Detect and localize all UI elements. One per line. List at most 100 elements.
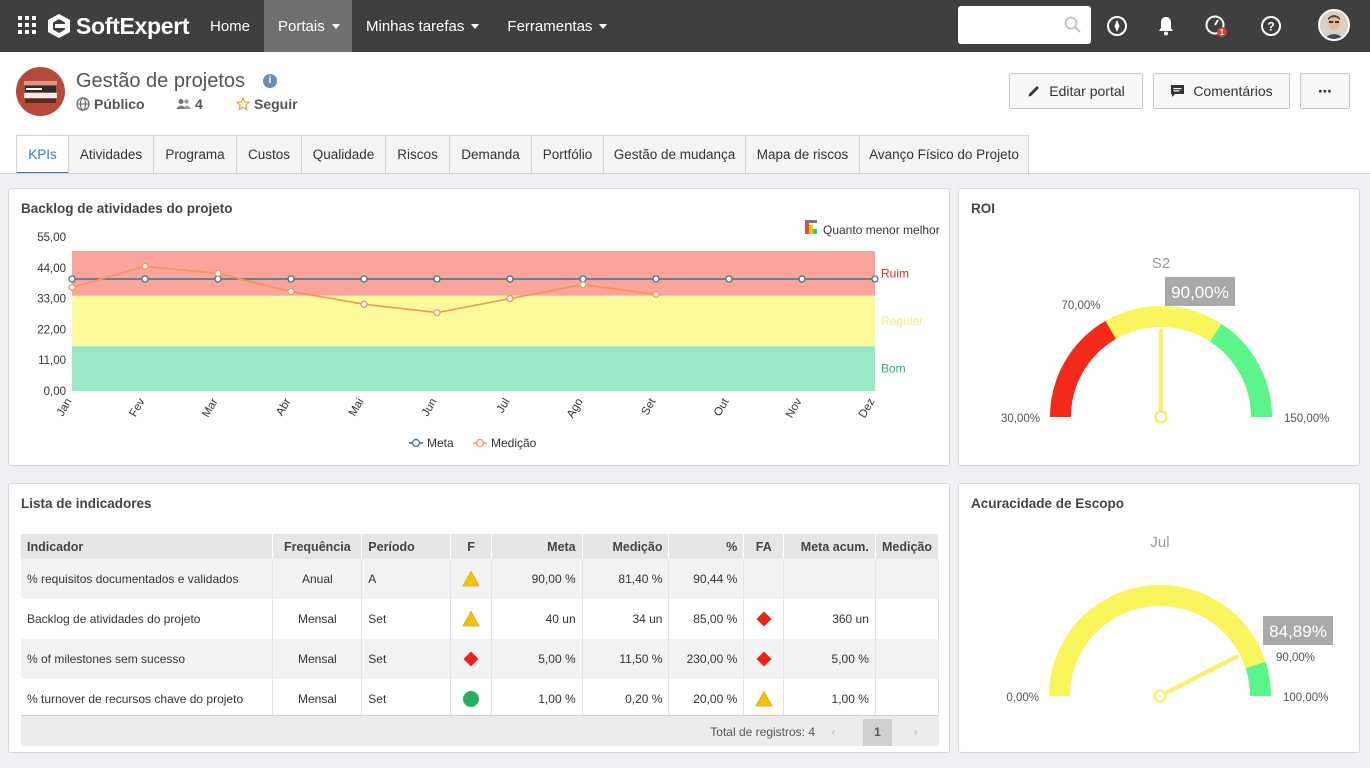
help-icon[interactable]: ?: [1259, 14, 1283, 38]
top-bar: SoftExpert Home Portais Minhas tarefas F…: [0, 0, 1370, 52]
tab-gestao-de-mudanca[interactable]: Gestão de mudança: [604, 135, 746, 174]
gauge-pivot: [1153, 689, 1167, 703]
gauge-period-label: Jul: [1150, 534, 1169, 551]
tab-portfolio[interactable]: Portfólio: [532, 135, 604, 174]
edit-portal-label: Editar portal: [1049, 83, 1125, 99]
svg-text:?: ?: [1267, 20, 1274, 34]
tab-atividades[interactable]: Atividades: [69, 135, 154, 174]
bell-icon[interactable]: [1154, 14, 1178, 38]
user-photo-icon: [1320, 11, 1348, 39]
nav-minhas-tarefas-label: Minhas tarefas: [366, 17, 465, 35]
cell-f: [450, 679, 492, 719]
members-count[interactable]: 4: [176, 96, 236, 112]
tab-custos[interactable]: Custos: [237, 135, 302, 174]
col-pct[interactable]: %: [668, 534, 745, 559]
col-fa[interactable]: FA: [743, 534, 785, 559]
brand-logo[interactable]: SoftExpert: [46, 11, 190, 41]
tab-label: Mapa de riscos: [756, 147, 849, 162]
gauge-min-label: 30,00%: [1001, 413, 1040, 425]
tab-mapa-de-riscos[interactable]: Mapa de riscos: [746, 135, 860, 174]
col-medicao[interactable]: Medição: [582, 534, 670, 559]
legend-marker: [475, 438, 485, 448]
diamond-shape: [756, 651, 772, 667]
roi-gauge-panel: ROI S2 30,00% 150,00% 70,00% 90,00%: [958, 188, 1360, 466]
portal-tabs: KPIs Atividades Programa Custos Qualidad…: [16, 135, 1029, 174]
scope-gauge-panel: Acuracidade de Escopo Jul 0,00% 100,00% 90,…: [958, 483, 1360, 753]
current-page[interactable]: 1: [863, 719, 892, 746]
cell-medicao: 34 un: [582, 599, 670, 639]
gauge-period-label: S2: [1152, 255, 1170, 272]
series-point: [360, 300, 368, 308]
triangle-shape: [755, 690, 773, 707]
legend-note-text: Quanto menor melhor: [823, 223, 940, 237]
table-row[interactable]: % requisitos documentados e validados Anu…: [21, 559, 940, 599]
cell-indicador: % turnover de recursos chave do projeto: [21, 679, 274, 719]
members-label: 4: [195, 96, 203, 112]
col-f[interactable]: F: [450, 534, 492, 559]
gauge-alert-icon[interactable]: 1: [1204, 14, 1228, 38]
nav-ferramentas[interactable]: Ferramentas: [493, 0, 621, 52]
edit-portal-button[interactable]: Editar portal: [1009, 73, 1143, 109]
tab-kpis[interactable]: KPIs: [16, 135, 69, 174]
x-tick-label: Fev: [128, 396, 148, 419]
col-periodo[interactable]: Período: [361, 534, 452, 559]
prev-page-button[interactable]: ‹: [831, 725, 836, 739]
gauge-segment: [1050, 320, 1117, 418]
total-records: Total de registros: 4: [710, 725, 815, 739]
x-tick-label: Ago: [565, 397, 586, 421]
alert-diamond-icon: [756, 611, 772, 627]
tab-demanda[interactable]: Demanda: [450, 135, 532, 174]
gauge-segment: [1245, 661, 1271, 697]
nav-portais-label: Portais: [278, 17, 325, 35]
col-meta-acum[interactable]: Meta acum.: [783, 534, 876, 559]
cell-f: [450, 599, 492, 639]
triangle-shape: [462, 610, 480, 627]
follow-label: Seguir: [254, 96, 298, 112]
cell-indicador: % of milestones sem sucesso: [21, 639, 274, 679]
cell-periodo: Set: [361, 639, 452, 679]
compass-icon[interactable]: [1105, 14, 1129, 38]
info-icon[interactable]: i: [263, 74, 277, 88]
user-avatar[interactable]: [1318, 9, 1350, 41]
table-header-row: Indicador Frequência Período F Meta Medi…: [21, 534, 940, 559]
circle-shape: [463, 691, 480, 707]
follow-link[interactable]: Seguir: [236, 96, 298, 112]
search-icon[interactable]: [1064, 16, 1081, 33]
nav-minhas-tarefas[interactable]: Minhas tarefas: [352, 0, 493, 52]
nav-portais[interactable]: Portais: [264, 0, 353, 52]
legend-entry: Meta: [427, 436, 454, 450]
more-options-button[interactable]: ⋯: [1300, 73, 1350, 109]
gauge-segment: [1209, 323, 1272, 418]
tab-programa[interactable]: Programa: [154, 135, 237, 174]
gauge-threshold-label: 70,00%: [1061, 300, 1100, 312]
diamond-shape: [463, 651, 479, 667]
table-row[interactable]: % turnover de recursos chave do projeto M…: [21, 679, 940, 719]
brand-name: SoftExpert: [76, 12, 190, 39]
apps-grid-icon[interactable]: [18, 16, 36, 34]
y-tick-label: 22,00: [37, 324, 66, 336]
band-regular: [72, 295, 875, 347]
chevron-down-icon: [471, 23, 480, 29]
tab-avanco-fisico[interactable]: Avanço Físico do Projeto: [860, 135, 1029, 174]
x-tick-label: Out: [712, 396, 732, 419]
backlog-chart-title: Backlog de atividades do projeto: [21, 201, 233, 216]
nav-home[interactable]: Home: [196, 0, 264, 52]
cell-meta-acum: 1,00 %: [783, 679, 876, 719]
next-page-button[interactable]: ›: [913, 725, 918, 739]
comments-button[interactable]: Comentários: [1153, 73, 1290, 109]
table-row[interactable]: % of milestones sem sucesso Mensal Set 5,00…: [21, 639, 940, 679]
y-tick-label: 44,00: [37, 263, 66, 275]
tab-qualidade[interactable]: Qualidade: [302, 135, 386, 174]
users-icon: [176, 99, 191, 109]
cell-fa: [743, 599, 785, 639]
cell-medicao-acum: [875, 679, 940, 719]
cell-medicao: 11,50 %: [582, 639, 670, 679]
col-frequencia[interactable]: Frequência: [272, 534, 363, 559]
col-indicador[interactable]: Indicador: [21, 534, 274, 559]
table-row[interactable]: Backlog de atividades do projeto Mensal Se…: [21, 599, 940, 639]
tab-riscos[interactable]: Riscos: [386, 135, 450, 174]
search-input[interactable]: [958, 6, 1091, 44]
backlog-line-chart: 55,00 44,00 33,00 22,00 11,00 0,00 Jan Fev Mar A…: [37, 220, 940, 450]
col-meta[interactable]: Meta: [491, 534, 583, 559]
col-medicao-acum[interactable]: Medição: [875, 534, 940, 559]
